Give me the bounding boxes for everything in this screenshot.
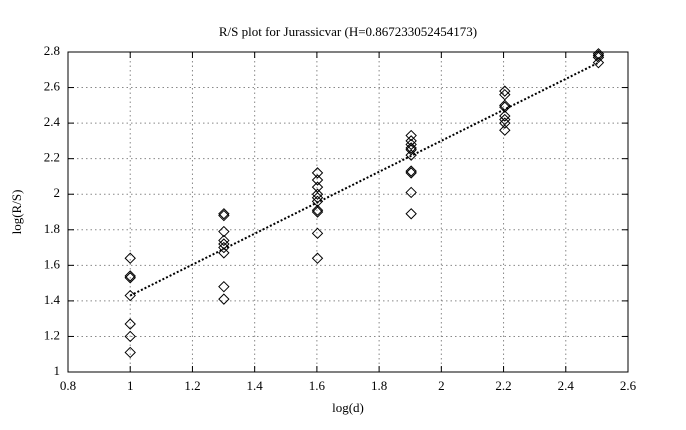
diamond-marker xyxy=(311,204,324,216)
chart-title: R/S plot for Jurassicvar (H=0.8672330524… xyxy=(219,24,477,39)
diamond-marker xyxy=(218,209,230,222)
diamond-marker xyxy=(405,167,417,179)
diamond-marker xyxy=(405,208,417,220)
x-tick-label: 1.2 xyxy=(184,378,200,393)
diamond-marker xyxy=(592,56,605,69)
diamond-marker xyxy=(592,48,605,60)
diamond-marker xyxy=(311,167,324,179)
diamond-marker xyxy=(124,346,136,359)
diamond-marker xyxy=(499,85,511,97)
plot-frame xyxy=(67,51,629,373)
diamond-marker xyxy=(218,293,230,305)
y-tick-label: 2.8 xyxy=(44,43,60,58)
diamond-marker xyxy=(405,144,417,156)
x-tick-label: 1 xyxy=(127,378,134,393)
x-tick-label: 2.2 xyxy=(495,378,511,393)
diamond-marker xyxy=(499,124,511,136)
fit-line xyxy=(129,61,599,297)
diamond-marker xyxy=(311,206,324,218)
diamond-marker xyxy=(311,174,324,186)
y-tick-label: 2 xyxy=(54,185,61,200)
diamond-marker xyxy=(124,318,136,330)
diamond-marker xyxy=(124,272,136,284)
x-tick-label: 1.6 xyxy=(309,378,326,393)
diamond-marker xyxy=(405,186,417,199)
x-tick-label: 2 xyxy=(438,378,445,393)
diamond-marker xyxy=(124,270,136,282)
diamond-marker xyxy=(499,117,511,129)
diamond-marker xyxy=(124,252,136,264)
y-tick-label: 1.6 xyxy=(44,256,61,271)
y-axis-label: log(R/S) xyxy=(9,190,24,235)
y-tick-label: 2.6 xyxy=(44,79,61,94)
diamond-marker xyxy=(218,234,230,247)
diamond-marker xyxy=(405,135,417,147)
y-tick-label: 2.2 xyxy=(44,150,60,165)
x-axis-label: log(d) xyxy=(332,400,364,415)
diamond-marker xyxy=(405,142,417,154)
x-tick-label: 1.4 xyxy=(247,378,264,393)
diamond-marker xyxy=(311,252,324,264)
y-tick-label: 1.4 xyxy=(44,292,61,307)
diamond-marker xyxy=(405,129,417,142)
x-tick-label: 2.4 xyxy=(558,378,575,393)
diamond-marker xyxy=(592,51,605,64)
y-tick-label: 2.4 xyxy=(44,114,61,129)
diamond-marker xyxy=(499,101,511,113)
diamond-marker xyxy=(405,165,417,177)
y-tick-label: 1 xyxy=(54,363,61,378)
diamond-marker xyxy=(124,330,136,343)
diamond-marker xyxy=(499,110,511,122)
diamond-marker xyxy=(592,49,605,62)
x-tick-label: 1.8 xyxy=(371,378,387,393)
diamond-marker xyxy=(124,289,136,302)
diamond-marker xyxy=(218,280,230,293)
diamond-marker xyxy=(218,208,230,220)
x-tick-label: 2.6 xyxy=(620,378,637,393)
diamond-marker xyxy=(311,227,324,240)
diamond-marker xyxy=(218,225,230,238)
y-tick-label: 1.2 xyxy=(44,327,60,342)
diamond-marker xyxy=(218,241,230,254)
y-tick-label: 1.8 xyxy=(44,221,60,236)
x-tick-label: 0.8 xyxy=(60,378,76,393)
diamond-marker xyxy=(311,188,324,200)
